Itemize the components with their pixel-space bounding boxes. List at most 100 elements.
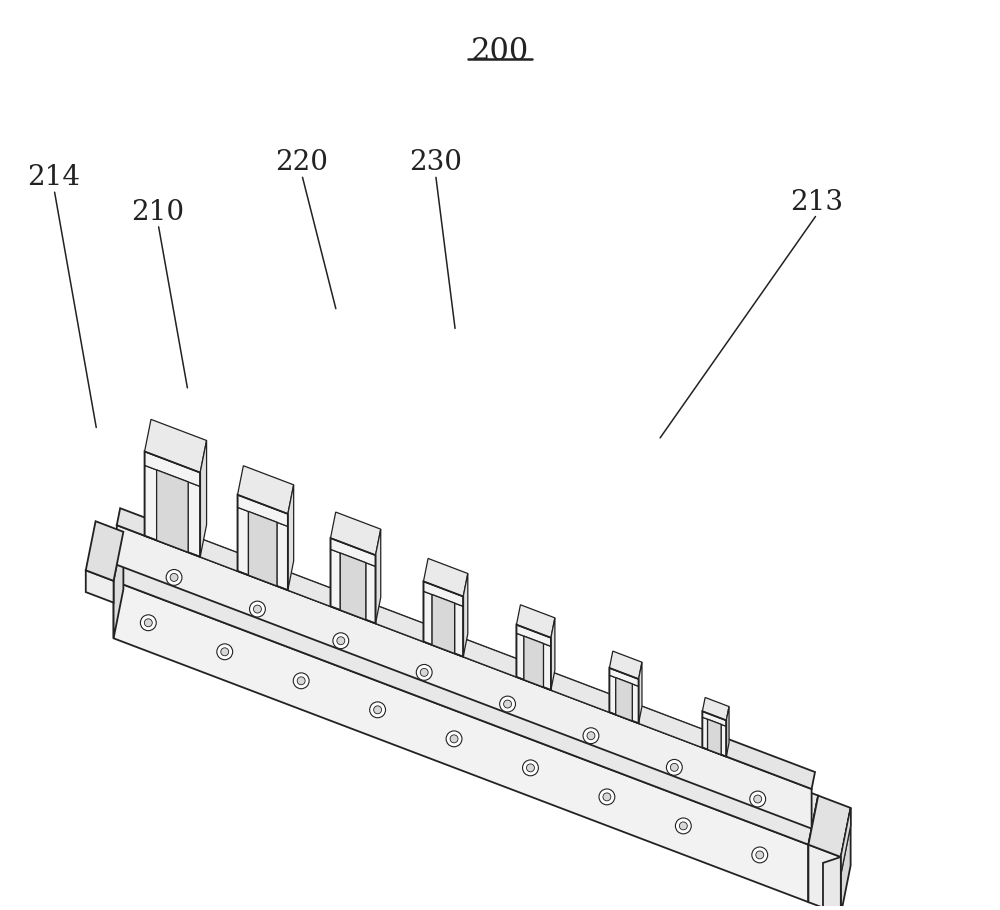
Polygon shape [117, 508, 815, 789]
Polygon shape [198, 539, 243, 571]
Polygon shape [188, 482, 200, 557]
Polygon shape [238, 466, 294, 514]
Circle shape [337, 637, 345, 644]
Polygon shape [726, 706, 729, 756]
Polygon shape [286, 579, 332, 607]
Circle shape [523, 760, 538, 776]
Circle shape [666, 760, 682, 775]
Polygon shape [721, 724, 726, 756]
Circle shape [416, 664, 432, 681]
Circle shape [750, 791, 766, 807]
Polygon shape [516, 624, 551, 646]
Circle shape [603, 793, 611, 801]
Polygon shape [550, 682, 610, 713]
Polygon shape [841, 808, 851, 875]
Circle shape [500, 696, 516, 712]
Polygon shape [462, 648, 518, 677]
Polygon shape [374, 613, 425, 642]
Polygon shape [841, 808, 851, 875]
Circle shape [293, 672, 309, 689]
Polygon shape [238, 508, 248, 575]
Polygon shape [200, 440, 207, 557]
Polygon shape [238, 495, 288, 527]
Polygon shape [114, 581, 808, 902]
Polygon shape [609, 652, 642, 679]
Circle shape [446, 731, 462, 747]
Circle shape [599, 789, 615, 804]
Polygon shape [551, 618, 555, 690]
Circle shape [420, 669, 428, 676]
Polygon shape [609, 675, 616, 714]
Circle shape [670, 763, 678, 772]
Polygon shape [638, 717, 703, 748]
Polygon shape [808, 795, 818, 902]
Polygon shape [524, 636, 543, 687]
Circle shape [221, 648, 229, 656]
Polygon shape [248, 511, 277, 586]
Circle shape [374, 706, 382, 713]
Polygon shape [286, 572, 335, 607]
Circle shape [583, 728, 599, 743]
Polygon shape [366, 562, 376, 623]
Polygon shape [638, 706, 707, 748]
Circle shape [166, 570, 182, 585]
Polygon shape [157, 470, 188, 552]
Circle shape [504, 700, 512, 708]
Polygon shape [423, 592, 432, 645]
Polygon shape [823, 857, 841, 910]
Polygon shape [277, 522, 288, 590]
Circle shape [144, 619, 152, 627]
Polygon shape [702, 717, 708, 750]
Polygon shape [145, 420, 207, 472]
Polygon shape [550, 672, 614, 713]
Circle shape [370, 702, 386, 718]
Circle shape [675, 818, 691, 834]
Circle shape [140, 615, 156, 631]
Polygon shape [516, 605, 555, 638]
Polygon shape [423, 581, 463, 606]
Polygon shape [808, 844, 841, 910]
Circle shape [450, 735, 458, 743]
Polygon shape [198, 544, 239, 571]
Polygon shape [616, 678, 632, 721]
Text: 210: 210 [132, 198, 185, 226]
Polygon shape [808, 795, 851, 857]
Circle shape [587, 732, 595, 740]
Polygon shape [145, 451, 200, 487]
Polygon shape [423, 559, 468, 596]
Circle shape [527, 763, 534, 772]
Text: 230: 230 [409, 149, 462, 177]
Polygon shape [145, 465, 157, 541]
Polygon shape [331, 512, 381, 555]
Polygon shape [609, 668, 639, 686]
Polygon shape [432, 594, 455, 653]
Polygon shape [639, 662, 642, 723]
Circle shape [756, 851, 764, 859]
Polygon shape [462, 639, 521, 677]
Circle shape [754, 795, 762, 803]
Polygon shape [702, 712, 726, 726]
Polygon shape [455, 603, 463, 657]
Polygon shape [374, 606, 428, 642]
Polygon shape [331, 550, 340, 610]
Circle shape [250, 602, 265, 617]
Polygon shape [86, 571, 114, 602]
Polygon shape [516, 633, 524, 680]
Polygon shape [632, 684, 639, 723]
Circle shape [679, 822, 687, 830]
Polygon shape [841, 808, 851, 910]
Polygon shape [543, 643, 551, 690]
Polygon shape [376, 530, 381, 623]
Polygon shape [340, 553, 366, 620]
Circle shape [297, 677, 305, 684]
Polygon shape [86, 521, 123, 581]
Polygon shape [117, 525, 812, 829]
Polygon shape [702, 697, 729, 721]
Text: 214: 214 [28, 164, 81, 191]
Circle shape [333, 632, 349, 649]
Polygon shape [288, 485, 294, 590]
Text: 213: 213 [791, 189, 844, 216]
Polygon shape [331, 538, 376, 566]
Polygon shape [114, 531, 818, 844]
Polygon shape [708, 719, 721, 754]
